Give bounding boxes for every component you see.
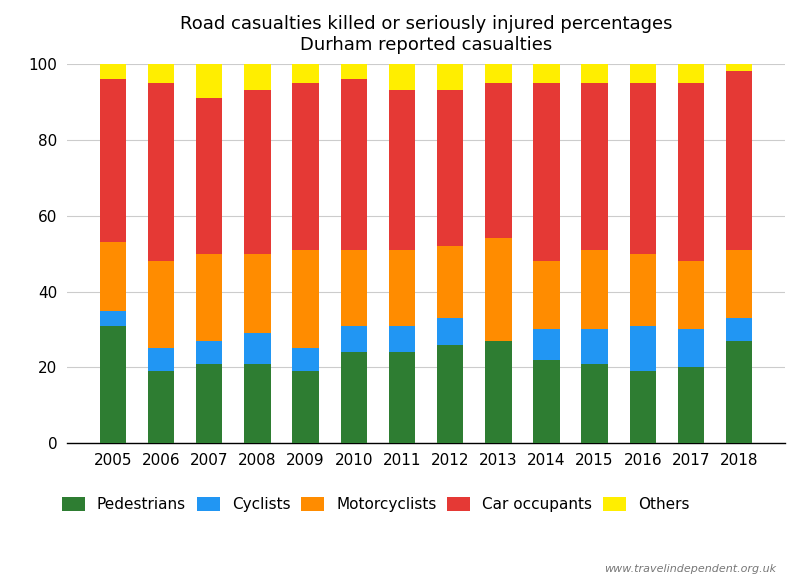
- Bar: [244, 64, 270, 90]
- Bar: [630, 371, 656, 443]
- Bar: [292, 250, 319, 349]
- Bar: [100, 79, 126, 242]
- Bar: [678, 368, 704, 443]
- Bar: [148, 64, 174, 83]
- Bar: [582, 83, 608, 250]
- Bar: [437, 246, 463, 318]
- Bar: [244, 364, 270, 443]
- Bar: [341, 326, 367, 352]
- Bar: [148, 83, 174, 261]
- Bar: [389, 352, 415, 443]
- Bar: [437, 90, 463, 246]
- Bar: [148, 261, 174, 349]
- Bar: [726, 341, 752, 443]
- Bar: [437, 318, 463, 345]
- Title: Road casualties killed or seriously injured percentages
Durham reported casualti: Road casualties killed or seriously inju…: [180, 15, 672, 54]
- Bar: [678, 261, 704, 329]
- Bar: [533, 329, 560, 360]
- Bar: [533, 261, 560, 329]
- Bar: [630, 326, 656, 371]
- Bar: [196, 98, 222, 253]
- Bar: [100, 64, 126, 79]
- Bar: [485, 64, 511, 83]
- Bar: [630, 253, 656, 326]
- Bar: [630, 64, 656, 83]
- Bar: [678, 329, 704, 368]
- Bar: [533, 360, 560, 443]
- Bar: [726, 318, 752, 341]
- Bar: [341, 64, 367, 79]
- Bar: [148, 349, 174, 371]
- Bar: [244, 253, 270, 334]
- Bar: [582, 364, 608, 443]
- Bar: [389, 326, 415, 352]
- Bar: [196, 64, 222, 98]
- Bar: [196, 253, 222, 341]
- Bar: [196, 341, 222, 364]
- Bar: [100, 326, 126, 443]
- Bar: [100, 310, 126, 326]
- Bar: [341, 352, 367, 443]
- Bar: [582, 64, 608, 83]
- Bar: [726, 64, 752, 71]
- Bar: [437, 64, 463, 90]
- Bar: [389, 64, 415, 90]
- Bar: [244, 334, 270, 364]
- Bar: [485, 238, 511, 341]
- Bar: [292, 64, 319, 83]
- Bar: [100, 242, 126, 310]
- Bar: [389, 250, 415, 326]
- Bar: [196, 364, 222, 443]
- Bar: [726, 250, 752, 318]
- Bar: [485, 83, 511, 238]
- Bar: [244, 90, 270, 253]
- Bar: [485, 341, 511, 443]
- Bar: [148, 371, 174, 443]
- Bar: [726, 71, 752, 250]
- Bar: [582, 250, 608, 329]
- Legend: Pedestrians, Cyclists, Motorcyclists, Car occupants, Others: Pedestrians, Cyclists, Motorcyclists, Ca…: [57, 493, 694, 517]
- Bar: [437, 345, 463, 443]
- Bar: [533, 83, 560, 261]
- Bar: [292, 371, 319, 443]
- Bar: [630, 83, 656, 253]
- Bar: [292, 83, 319, 250]
- Bar: [678, 64, 704, 83]
- Bar: [292, 349, 319, 371]
- Bar: [341, 79, 367, 250]
- Bar: [341, 250, 367, 326]
- Bar: [582, 329, 608, 364]
- Text: www.travelindependent.org.uk: www.travelindependent.org.uk: [604, 564, 776, 574]
- Bar: [533, 64, 560, 83]
- Bar: [678, 83, 704, 261]
- Bar: [389, 90, 415, 250]
